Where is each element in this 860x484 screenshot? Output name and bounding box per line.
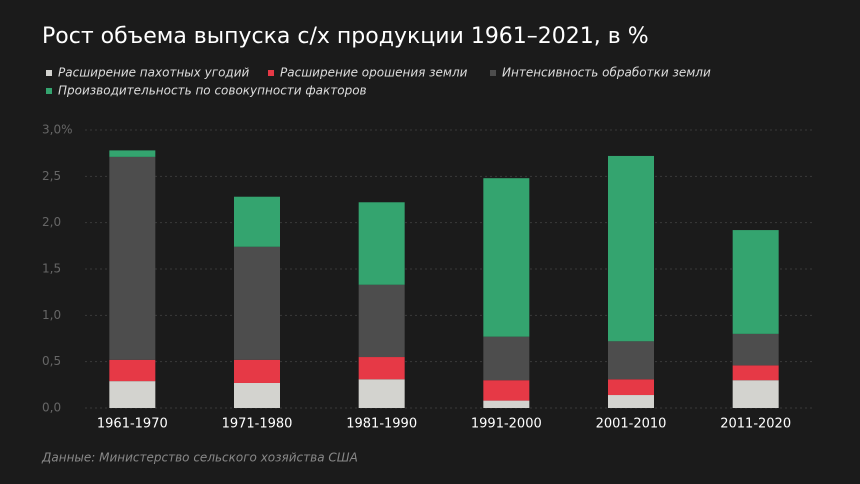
y-tick-label: 2,0 (42, 215, 61, 229)
x-tick-label: 2011-2020 (720, 417, 791, 432)
bar-segment (358, 202, 405, 285)
chart-title: Рост объема выпуска с/х продукции 1961–2… (42, 24, 649, 49)
bar-segment (234, 382, 280, 408)
source: Данные: Министерство сельского хозяйства… (41, 451, 358, 465)
y-tick-label: 2,5 (42, 169, 61, 183)
bar-segment (109, 156, 156, 360)
legend-label: Производительность по совокупности факто… (58, 84, 367, 98)
bar-segment (732, 365, 779, 381)
legend-marker (46, 70, 52, 76)
bar-segment (608, 379, 654, 396)
y-tick-label: 3,0% (42, 123, 73, 137)
legend-marker (490, 70, 496, 76)
bar-segment (483, 336, 530, 381)
y-tick-label: 1,0 (42, 308, 61, 322)
legend-label: Расширение пахотных угодий (58, 66, 250, 80)
bar-segment (358, 379, 405, 408)
x-tick-label: 1961-1970 (97, 417, 168, 432)
x-tick-label: 1991-2000 (471, 417, 542, 432)
bar-segment (732, 333, 779, 366)
bar-segment (109, 359, 156, 382)
y-tick-label: 1,5 (42, 262, 61, 276)
bar-segment (234, 196, 280, 247)
y-tick-label: 0,0 (42, 401, 61, 415)
bar-segment (483, 400, 530, 408)
x-tick-label: 2001-2010 (596, 417, 667, 432)
bar-segment (732, 230, 779, 334)
x-tick-label: 1971-1980 (222, 417, 293, 432)
bar-segment (358, 284, 405, 358)
bar-segment (109, 381, 156, 408)
bar-segment (234, 246, 280, 360)
bar-segment (234, 359, 280, 383)
legend-label: Интенсивность обработки земли (502, 66, 711, 80)
bar-segment (732, 380, 779, 408)
bar-segment (483, 178, 530, 337)
legend-label: Расширение орошения земли (280, 66, 468, 80)
bar-segment (358, 357, 405, 380)
legend-marker (46, 88, 52, 94)
y-tick-label: 0,5 (42, 354, 61, 368)
bar-segment (109, 150, 156, 157)
legend-marker (268, 70, 274, 76)
bar-segment (483, 380, 530, 401)
bar-segment (608, 155, 654, 342)
bar-segment (608, 395, 654, 408)
bar-segment (608, 341, 654, 380)
x-tick-label: 1981-1990 (346, 417, 417, 432)
